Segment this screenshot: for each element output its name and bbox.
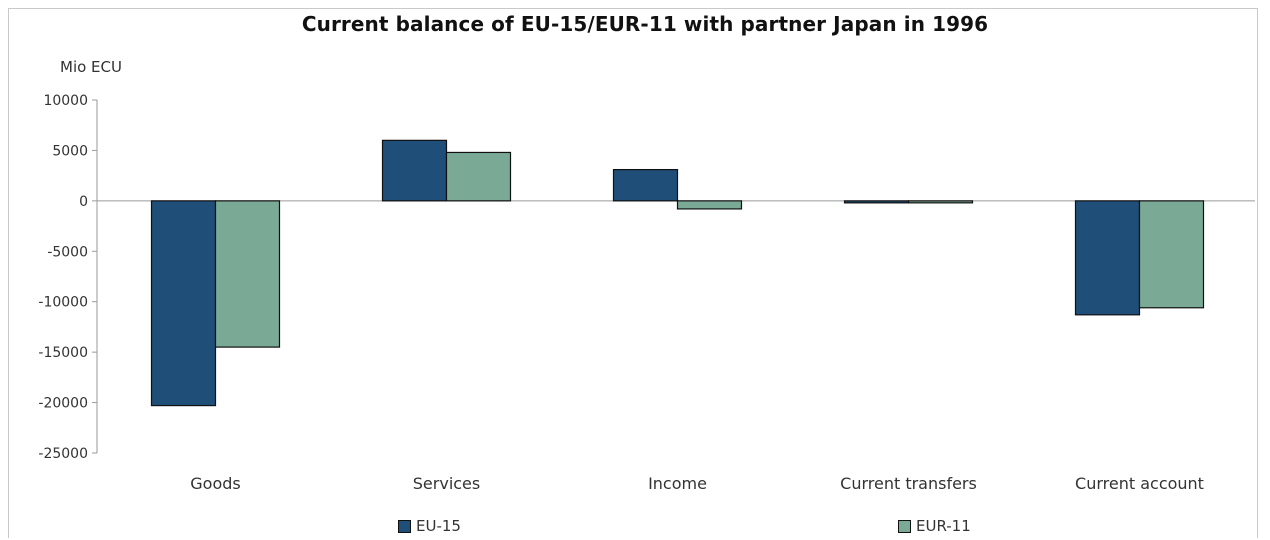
y-tick-label: 10000 [43,93,88,109]
bar-eu-15-goods [150,200,217,407]
bar-eu-15-services [381,139,448,202]
legend-swatch-eur-11 [898,519,911,533]
x-category-label: Income [648,474,707,493]
x-category-label: Goods [190,474,240,493]
y-tick-label: 5000 [52,143,88,159]
legend-item-eur-11: EUR-11 [898,516,971,536]
x-category-label: Services [413,474,480,493]
y-tick-label: -10000 [38,295,88,311]
x-category-label: Current account [1075,474,1204,493]
legend-label-eur-11: EUR-11 [916,517,971,535]
bar-eur-11-goods [214,200,281,348]
chart-title: Current balance of EU-15/EUR-11 with par… [301,12,989,36]
y-tick-label: -5000 [47,244,88,260]
y-tick-label: -15000 [38,345,88,361]
y-tick-label: 0 [79,194,88,210]
y-tick-label: -25000 [38,446,88,462]
y-tick-label: -20000 [38,396,88,412]
bar-eu-15-current-account [1074,200,1141,316]
bar-eur-11-current-transfers [907,200,974,204]
bar-eu-15-income [612,168,679,202]
legend-label-eu-15: EU-15 [416,517,461,535]
y-axis-label: Mio ECU [60,58,122,76]
bar-eu-15-current-transfers [843,200,910,204]
x-category-label: Current transfers [840,474,977,493]
bar-eur-11-income [676,200,743,210]
legend-item-eu-15: EU-15 [398,516,461,536]
bar-eur-11-services [445,151,512,202]
bar-eur-11-current-account [1138,200,1205,309]
legend-swatch-eu-15 [398,519,411,533]
